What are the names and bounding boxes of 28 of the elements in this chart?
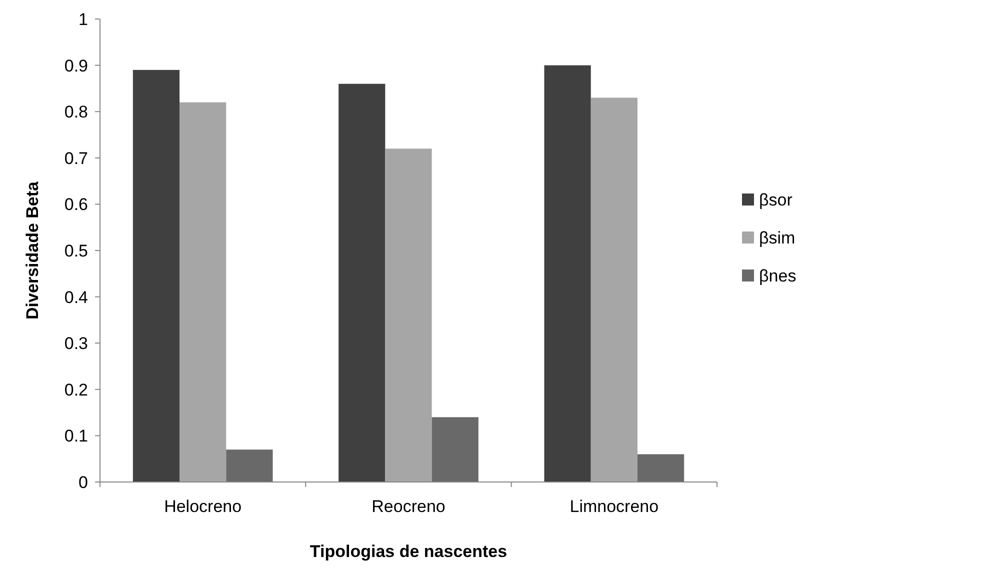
bar: [338, 84, 386, 482]
bar: [385, 148, 432, 482]
bar: [226, 450, 273, 482]
y-tick-label: 0.9: [64, 56, 88, 76]
bar: [590, 98, 638, 482]
y-axis-title: Diversidade Beta: [23, 180, 42, 320]
legend-label: βsim: [759, 228, 796, 248]
y-tick-label: 0.6: [64, 195, 88, 214]
y-tick-label: 0.7: [64, 148, 88, 168]
y-tick-label: 0.8: [64, 102, 88, 122]
bar: [132, 70, 180, 482]
y-tick-label: 0: [78, 472, 88, 492]
x-tick-label: Helocreno: [164, 497, 242, 516]
x-axis-title: Tipologias de nascentes: [310, 542, 508, 561]
bar: [432, 417, 478, 482]
legend-label: βsor: [759, 190, 793, 210]
y-tick-label: 0.4: [64, 288, 88, 307]
x-tick-label: Reocreno: [372, 497, 446, 516]
bar: [544, 65, 591, 482]
x-tick-label: Limnocreno: [570, 497, 659, 516]
y-tick-label: 1: [78, 10, 88, 29]
bar: [637, 454, 684, 482]
y-tick-label: 0.5: [64, 241, 88, 260]
y-tick-label: 0.2: [64, 380, 88, 400]
y-tick-label: 0.3: [64, 334, 88, 354]
legend-label: βnes: [759, 266, 796, 286]
bar: [180, 102, 226, 482]
y-tick-label: 0.1: [64, 426, 88, 446]
